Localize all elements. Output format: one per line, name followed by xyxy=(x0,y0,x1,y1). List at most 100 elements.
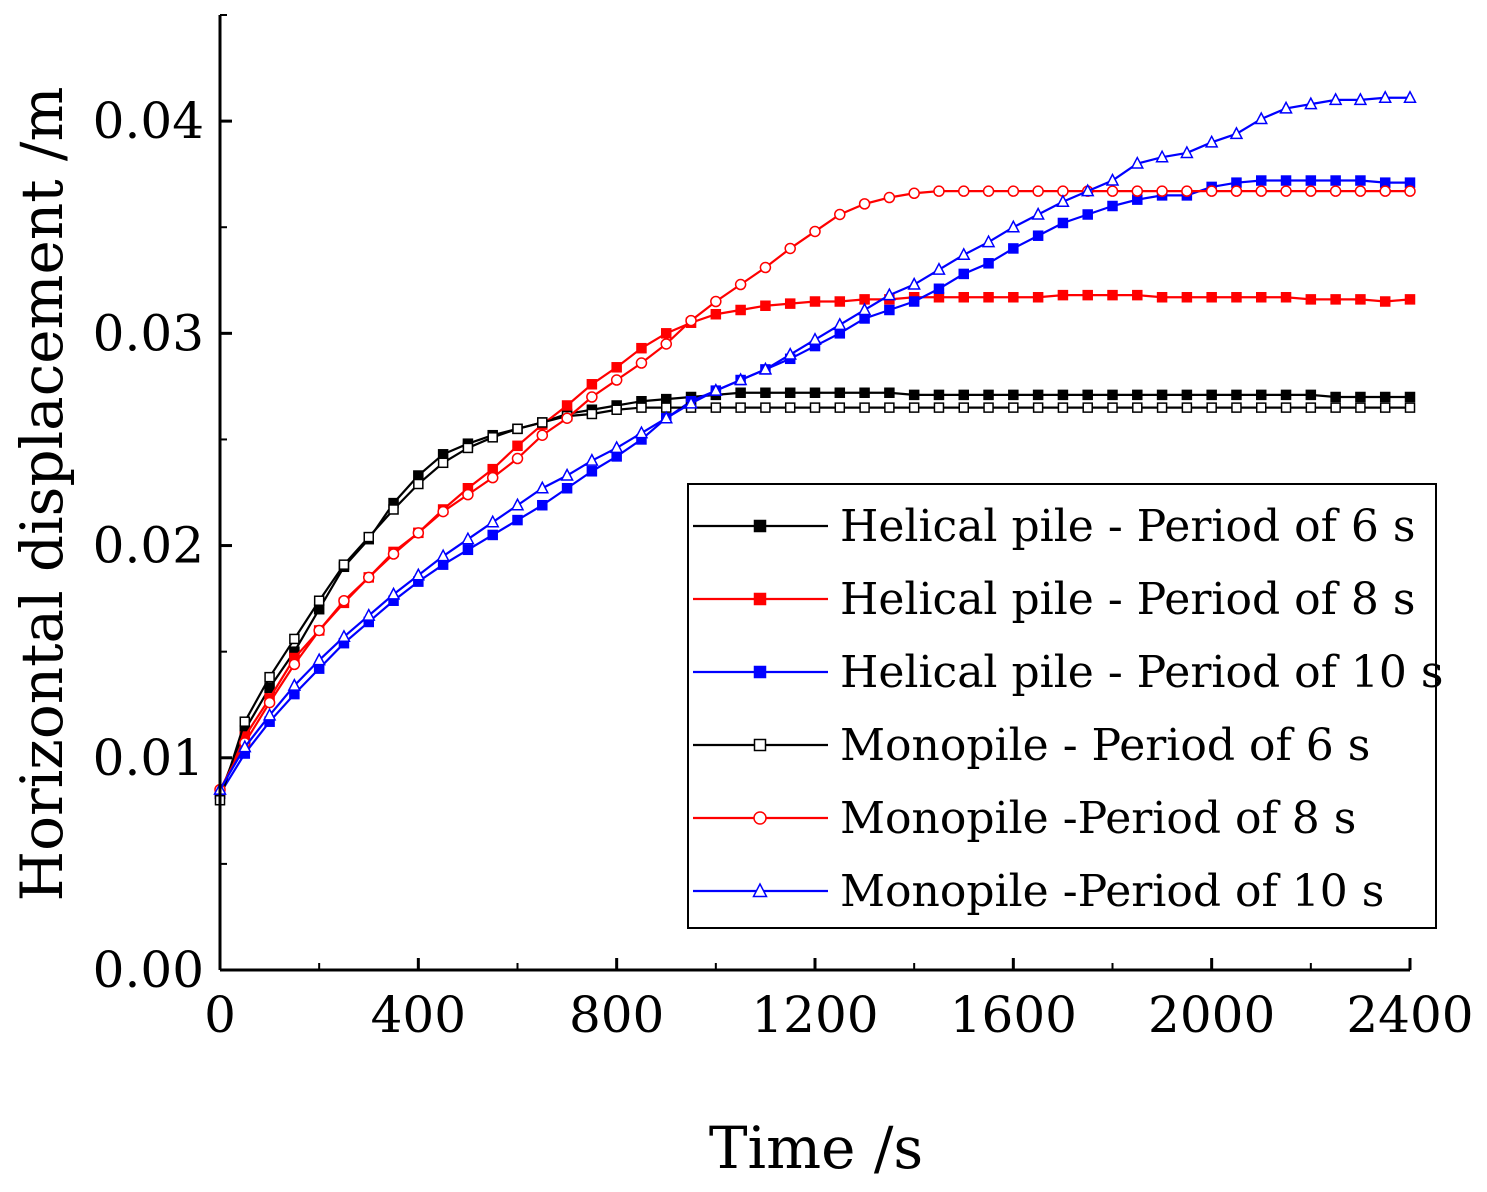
legend-item: Monopile - Period of 6 s xyxy=(693,720,1370,771)
data-point xyxy=(1032,230,1044,241)
data-point xyxy=(636,402,647,413)
data-point xyxy=(834,208,846,221)
data-point xyxy=(1404,391,1416,403)
data-point xyxy=(1279,100,1293,114)
data-point xyxy=(958,268,969,280)
data-point xyxy=(983,292,994,303)
data-point xyxy=(908,389,920,401)
data-point xyxy=(759,261,772,274)
data-point xyxy=(413,478,424,490)
data-point xyxy=(1132,402,1143,413)
data-point xyxy=(239,716,251,727)
data-point xyxy=(1180,145,1194,159)
data-point xyxy=(809,402,821,413)
data-point xyxy=(262,707,277,721)
data-point xyxy=(1008,389,1019,401)
data-point xyxy=(387,548,400,560)
y-tick-label: 0.04 xyxy=(93,92,204,150)
axes: 0 400 800 1200 1600 2000 2400 0.00 0.01 0.02 0.03 0… xyxy=(93,14,1474,1044)
data-point xyxy=(660,338,672,350)
data-point xyxy=(462,488,474,501)
data-point xyxy=(758,361,773,375)
data-point xyxy=(1330,175,1341,186)
data-point xyxy=(1056,194,1070,208)
data-point xyxy=(1006,219,1021,233)
data-point xyxy=(1008,402,1019,413)
data-point xyxy=(1206,292,1217,303)
x-axis-title: Time /s xyxy=(709,1114,923,1182)
data-point xyxy=(287,678,302,691)
data-point xyxy=(684,395,698,409)
data-point xyxy=(1256,175,1267,186)
data-point xyxy=(957,247,971,261)
data-point xyxy=(784,402,796,413)
data-point xyxy=(1156,185,1168,197)
data-point xyxy=(933,389,945,401)
data-point xyxy=(610,374,623,386)
data-point xyxy=(536,429,549,441)
data-point xyxy=(338,594,350,607)
data-point xyxy=(1032,292,1044,303)
series-5 xyxy=(214,185,1416,796)
x-tick-label: 400 xyxy=(371,986,466,1044)
data-point xyxy=(1107,289,1118,301)
data-point xyxy=(834,328,846,339)
data-point xyxy=(1256,292,1267,303)
data-point xyxy=(981,234,996,248)
data-point xyxy=(1355,391,1366,403)
legend-label: Helical pile - Period of 10 s xyxy=(840,647,1443,698)
data-point xyxy=(264,671,275,683)
data-point xyxy=(1008,243,1019,254)
data-point xyxy=(1132,389,1143,401)
data-point xyxy=(958,402,969,413)
data-point xyxy=(1378,90,1392,104)
data-point xyxy=(437,449,449,460)
legend: Helical pile - Period of 6 s Helical pile… xyxy=(687,483,1443,929)
data-point xyxy=(1330,391,1341,403)
data-point xyxy=(1379,296,1391,307)
data-point xyxy=(834,402,846,413)
data-point xyxy=(1305,175,1317,186)
data-point xyxy=(411,567,426,581)
data-point xyxy=(1353,92,1368,106)
data-point xyxy=(661,393,672,405)
data-point xyxy=(735,387,746,399)
data-point xyxy=(337,629,351,643)
data-point xyxy=(933,292,945,303)
data-point xyxy=(1404,402,1416,413)
data-point xyxy=(436,548,450,562)
x-tick-label: 1600 xyxy=(950,986,1077,1044)
data-point xyxy=(933,283,945,295)
y-axis-title: Horizontal displacement /m xyxy=(8,87,76,902)
data-point xyxy=(1231,292,1242,303)
data-point xyxy=(1082,289,1093,301)
data-point xyxy=(859,387,870,399)
data-point xyxy=(760,402,771,413)
data-point xyxy=(1280,389,1292,401)
data-point xyxy=(1181,185,1193,197)
x-tick-label: 0 xyxy=(204,986,236,1044)
data-point xyxy=(561,483,573,494)
data-point xyxy=(908,402,920,413)
data-point xyxy=(1231,402,1242,413)
data-point xyxy=(586,408,598,420)
data-point xyxy=(710,308,722,320)
data-point xyxy=(908,187,920,200)
data-point xyxy=(1082,402,1093,413)
data-point xyxy=(1255,185,1267,197)
data-point xyxy=(461,531,475,545)
data-point xyxy=(437,505,449,518)
legend-label: Monopile - Period of 6 s xyxy=(840,720,1370,771)
legend-item: Monopile -Period of 10 s xyxy=(693,866,1384,917)
data-point xyxy=(858,198,871,210)
legend-marker xyxy=(753,738,767,752)
data-point xyxy=(735,402,746,413)
data-point xyxy=(289,633,300,645)
data-point xyxy=(1379,391,1391,403)
data-point xyxy=(413,470,424,481)
legend-item: Helical pile - Period of 8 s xyxy=(693,574,1415,625)
data-point xyxy=(958,292,969,303)
data-point xyxy=(882,287,897,301)
data-point xyxy=(1205,185,1218,197)
data-point xyxy=(437,457,449,469)
